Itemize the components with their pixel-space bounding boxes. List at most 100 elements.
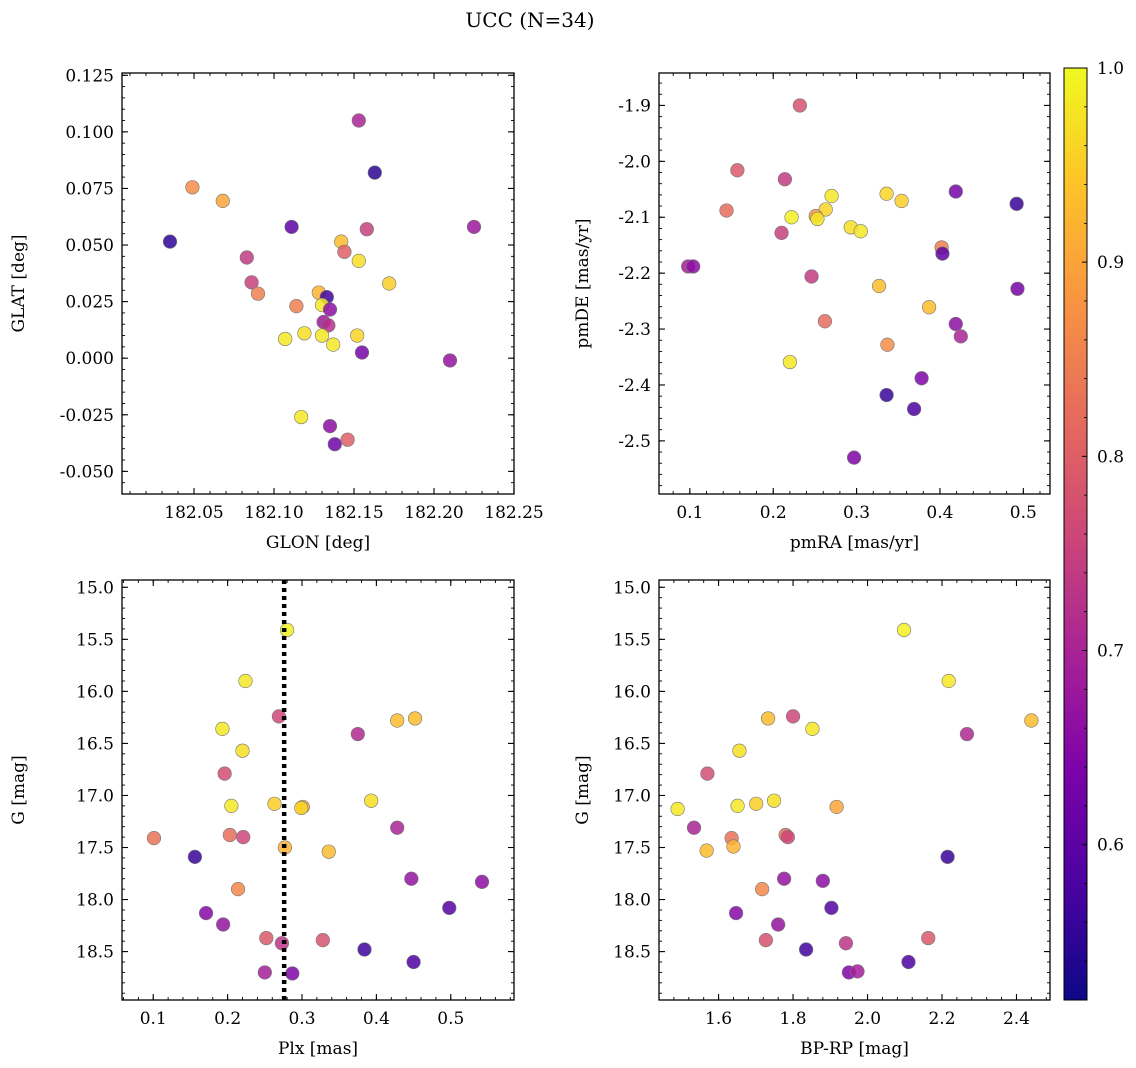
data-point [278, 331, 293, 347]
data-point [771, 917, 786, 932]
data-point [817, 314, 833, 329]
plot-frame [658, 72, 1051, 495]
y-minor-ticks [659, 586, 1050, 994]
data-point [921, 930, 936, 946]
y-tick-label: -2.4 [618, 376, 651, 396]
data-point [901, 954, 916, 970]
x-tick-label: 2.2 [928, 1009, 955, 1029]
plot-frame [121, 72, 515, 495]
y-minor-ticks [659, 82, 1050, 487]
data-point [922, 300, 937, 315]
y-tick-label: 0.125 [65, 66, 114, 86]
data-point [407, 711, 423, 726]
colorbar-tick-label: 0.8 [1097, 447, 1124, 467]
data-point [322, 302, 338, 317]
y-tick-label: 16.5 [613, 734, 651, 754]
data-point [340, 432, 355, 447]
x-tick-label: 182.25 [484, 503, 543, 523]
data-point [948, 316, 963, 332]
y-tick-label: 0.100 [65, 123, 114, 143]
data-point [289, 299, 304, 314]
data-point [364, 793, 379, 808]
data-point [953, 329, 968, 344]
x-minor-ticks [673, 580, 1047, 1000]
data-point [894, 193, 909, 209]
x-minor-ticks [672, 73, 1041, 494]
data-point [146, 831, 162, 846]
figure-title: UCC (N=34) [465, 8, 594, 32]
y-tick-label: 18.0 [76, 891, 114, 911]
data-point [404, 871, 419, 886]
y-tick-label: 15.5 [76, 630, 114, 650]
data-point [315, 933, 330, 948]
data-point [948, 184, 963, 199]
data-point [442, 353, 458, 368]
data-point [314, 328, 330, 343]
data-point [815, 873, 830, 888]
data-point [442, 900, 457, 915]
x-axis-label: GLON [deg] [266, 533, 370, 553]
data-point [322, 418, 338, 434]
data-point [804, 269, 819, 284]
x-tick-label: 0.5 [437, 1009, 464, 1029]
x-axis-label: Plx [mas] [278, 1039, 358, 1059]
data-point [732, 743, 747, 758]
data-point [824, 188, 839, 204]
y-tick-label: 15.0 [76, 578, 114, 598]
data-point [730, 163, 745, 178]
y-tick-label: 16.0 [613, 682, 651, 702]
x-tick-label: 0.5 [1010, 503, 1037, 523]
data-point [959, 726, 975, 742]
data-point [935, 246, 950, 261]
x-tick-label: 0.1 [676, 503, 703, 523]
data-point [758, 933, 773, 948]
y-minor-ticks [122, 74, 514, 495]
x-tick-label: 1.6 [705, 1009, 732, 1029]
x-tick-label: 0.4 [363, 1009, 390, 1029]
data-point [466, 219, 482, 235]
data-point [215, 193, 230, 208]
data-point [785, 709, 801, 724]
y-tick-label: -2.5 [618, 432, 651, 452]
y-tick-label: 18.5 [76, 943, 114, 963]
y-axis-label: GLAT [deg] [9, 234, 29, 332]
colorbar-tick-label: 0.9 [1097, 253, 1124, 273]
data-point [187, 849, 202, 864]
data-point [294, 800, 309, 816]
x-tick-label: 0.2 [760, 503, 787, 523]
data-point [940, 849, 955, 864]
data-point [354, 345, 370, 360]
data-point [761, 711, 776, 726]
data-point [907, 401, 922, 417]
y-tick-label: 0.000 [65, 349, 114, 369]
data-point [259, 930, 274, 946]
data-point [766, 793, 782, 808]
y-tick-label: 16.0 [76, 682, 114, 702]
data-point [914, 371, 929, 386]
data-point [726, 839, 741, 854]
data-point [853, 224, 868, 239]
data-point [294, 409, 309, 425]
data-point [216, 917, 231, 932]
data-point [1010, 281, 1025, 296]
scatter-points [146, 622, 490, 981]
data-point [880, 337, 895, 352]
x-tick-label: 182.05 [164, 503, 223, 523]
data-point [267, 796, 282, 811]
data-point [257, 965, 272, 980]
data-point [390, 820, 405, 835]
data-point [838, 936, 854, 951]
y-tick-label: 0.025 [65, 293, 114, 313]
scatter-points [681, 98, 1025, 465]
data-point [238, 673, 253, 689]
y-tick-label: 15.5 [613, 630, 651, 650]
y-tick-label: 15.0 [613, 578, 651, 598]
data-point [297, 326, 312, 341]
colorbar-tick-label: 0.6 [1097, 836, 1124, 856]
data-point [217, 766, 232, 781]
y-tick-label: 18.0 [613, 891, 651, 911]
y-tick-label: -2.1 [618, 208, 651, 228]
y-tick-label: 17.0 [76, 786, 114, 806]
data-point [792, 98, 807, 113]
data-point [474, 874, 490, 889]
